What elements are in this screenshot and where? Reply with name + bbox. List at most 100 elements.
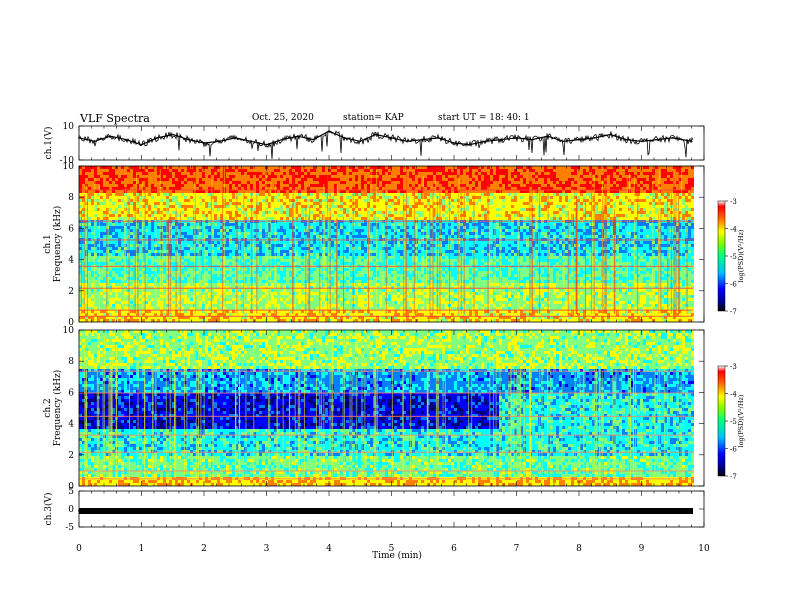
spectrogram-cell: [682, 187, 685, 190]
spectrogram-cell: [139, 214, 142, 217]
spectrogram-cell: [325, 205, 328, 208]
spectrogram-cell: [112, 199, 115, 202]
spectrogram-cell: [517, 178, 520, 181]
spectrogram-cell: [469, 190, 472, 193]
spectrogram-cell: [607, 211, 610, 214]
spectrogram-cell: [295, 205, 298, 208]
spectrogram-cell: [478, 193, 481, 196]
spectrogram-cell: [277, 214, 280, 217]
spectrogram-cell: [457, 169, 460, 172]
spectrogram-cell: [568, 217, 571, 220]
spectrogram-cell: [607, 232, 610, 235]
spectrogram-cell: [544, 184, 547, 187]
spectrogram-cell: [358, 235, 361, 238]
spectrogram-cell: [613, 166, 616, 169]
spectrogram-cell: [412, 223, 415, 226]
spectrogram-cell: [124, 178, 127, 181]
spectrogram-cell: [559, 181, 562, 184]
spectrogram-cell: [286, 187, 289, 190]
spectrogram-cell: [289, 205, 292, 208]
spectrogram-cell: [514, 202, 517, 205]
spectrogram-cell: [175, 178, 178, 181]
spectrogram-cell: [160, 193, 163, 196]
spectrogram-cell: [502, 193, 505, 196]
spectrogram-cell: [118, 205, 121, 208]
spectrogram-cell: [127, 202, 130, 205]
spectrogram-cell: [520, 193, 523, 196]
spectrogram-cell: [475, 196, 478, 199]
spectrogram-cell: [268, 190, 271, 193]
spectrogram-cell: [280, 196, 283, 199]
spectrogram-cell: [490, 190, 493, 193]
spectrogram-cell: [307, 172, 310, 175]
spectrogram-cell: [649, 175, 652, 178]
spectrogram-cell: [205, 214, 208, 217]
spectrogram-cell: [298, 172, 301, 175]
spectrogram-cell: [382, 184, 385, 187]
spectrogram-cell: [682, 181, 685, 184]
spectrogram-cell: [316, 193, 319, 196]
spectrogram-cell: [208, 202, 211, 205]
spectrogram-cell: [586, 187, 589, 190]
spectrogram-cell: [325, 229, 328, 232]
spectrogram-cell: [484, 184, 487, 187]
spectrogram-cell: [667, 199, 670, 202]
spectrogram-cell: [517, 172, 520, 175]
spectrogram-cell: [163, 229, 166, 232]
spectrogram-cell: [463, 172, 466, 175]
spectrogram-cell: [181, 211, 184, 214]
spectrogram-cell: [475, 184, 478, 187]
spectrogram-cell: [154, 175, 157, 178]
spectrogram-cell: [181, 232, 184, 235]
spectrogram-cell: [124, 166, 127, 169]
spectrogram-cell: [196, 205, 199, 208]
spectrogram-cell: [493, 172, 496, 175]
spectrogram-cell: [145, 214, 148, 217]
spectrogram-cell: [355, 229, 358, 232]
spectrogram-cell: [262, 196, 265, 199]
spectrogram-cell: [121, 184, 124, 187]
spectrogram-cell: [373, 226, 376, 229]
spectrogram-cell: [586, 211, 589, 214]
spectrogram-cell: [367, 205, 370, 208]
spectrogram-cell: [412, 226, 415, 229]
spectrogram-cell: [148, 178, 151, 181]
spectrogram-cell: [118, 166, 121, 169]
spectrogram-cell: [421, 235, 424, 238]
spectrogram-cell: [295, 184, 298, 187]
spectrogram-cell: [655, 223, 658, 226]
spectrogram-cell: [499, 178, 502, 181]
spectrogram-cell: [691, 223, 694, 226]
spectrogram-cell: [202, 205, 205, 208]
spectrogram-cell: [496, 184, 499, 187]
spectrogram-cell: [91, 187, 94, 190]
spectrogram-cell: [526, 175, 529, 178]
spectrogram-cell: [553, 193, 556, 196]
spectrogram-cell: [79, 199, 82, 202]
spectrogram-cell: [394, 214, 397, 217]
spectrogram-cell: [607, 226, 610, 229]
spectrogram-cell: [355, 187, 358, 190]
spectrogram-cell: [241, 202, 244, 205]
spectrogram-cell: [685, 184, 688, 187]
spectrogram-cell: [481, 229, 484, 232]
spectrogram-cell: [142, 205, 145, 208]
spectrogram-cell: [298, 235, 301, 238]
spectrogram-cell: [514, 211, 517, 214]
spectrogram-cell: [553, 196, 556, 199]
spectrogram-cell: [517, 166, 520, 169]
spectrogram-cell: [187, 172, 190, 175]
spectrogram-cell: [139, 205, 142, 208]
spectrogram-cell: [514, 208, 517, 211]
spectrogram-cell: [343, 166, 346, 169]
spectrogram-cell: [577, 217, 580, 220]
spectrogram-cell: [244, 202, 247, 205]
spectrogram-cell: [565, 229, 568, 232]
spectrogram-cell: [511, 196, 514, 199]
spectrogram-cell: [148, 187, 151, 190]
spectrogram-cell: [205, 193, 208, 196]
spectrogram-cell: [595, 232, 598, 235]
spectrogram-cell: [319, 232, 322, 235]
spectrogram-cell: [256, 193, 259, 196]
spectrogram-cell: [460, 166, 463, 169]
